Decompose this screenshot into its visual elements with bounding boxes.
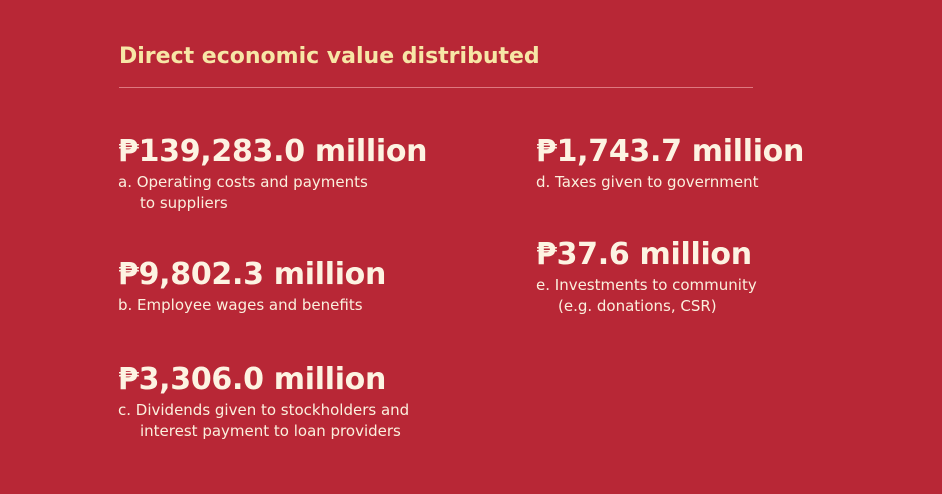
- label-line-1: d. Taxes given to government: [536, 173, 759, 191]
- label-line-1: c. Dividends given to stockholders and: [118, 401, 410, 419]
- amount-taxes: ₱1,743.7 million: [536, 134, 805, 169]
- label-taxes: d. Taxes given to government: [536, 172, 804, 193]
- amount-community: ₱37.6 million: [536, 237, 752, 272]
- label-line-1: e. Investments to community: [536, 276, 757, 294]
- value-item-dividends: ₱3,306.0 million c. Dividends given to s…: [118, 363, 409, 442]
- value-item-community: ₱37.6 million e. Investments to communit…: [536, 238, 757, 317]
- amount-dividends: ₱3,306.0 million: [118, 362, 387, 397]
- label-line-1: a. Operating costs and payments: [118, 173, 368, 191]
- amount-operating-costs: ₱139,283.0 million: [118, 134, 428, 169]
- value-item-operating-costs: ₱139,283.0 million a. Operating costs an…: [118, 134, 428, 214]
- label-line-2: to suppliers: [140, 194, 228, 212]
- label-line-2: (e.g. donations, CSR): [558, 297, 717, 315]
- title-divider: [119, 87, 753, 88]
- label-operating-costs: a. Operating costs and payments to suppl…: [118, 172, 427, 214]
- label-community: e. Investments to community (e.g. donati…: [536, 275, 757, 317]
- label-line-2: interest payment to loan providers: [140, 422, 401, 440]
- value-item-taxes: ₱1,743.7 million d. Taxes given to gover…: [536, 135, 804, 193]
- section-title: Direct economic value distributed: [119, 44, 540, 69]
- value-item-employee-wages: ₱9,802.3 million b. Employee wages and b…: [118, 258, 386, 316]
- label-line-1: b. Employee wages and benefits: [118, 296, 363, 314]
- label-dividends: c. Dividends given to stockholders and i…: [118, 400, 409, 442]
- label-employee-wages: b. Employee wages and benefits: [118, 295, 386, 316]
- amount-employee-wages: ₱9,802.3 million: [118, 257, 387, 292]
